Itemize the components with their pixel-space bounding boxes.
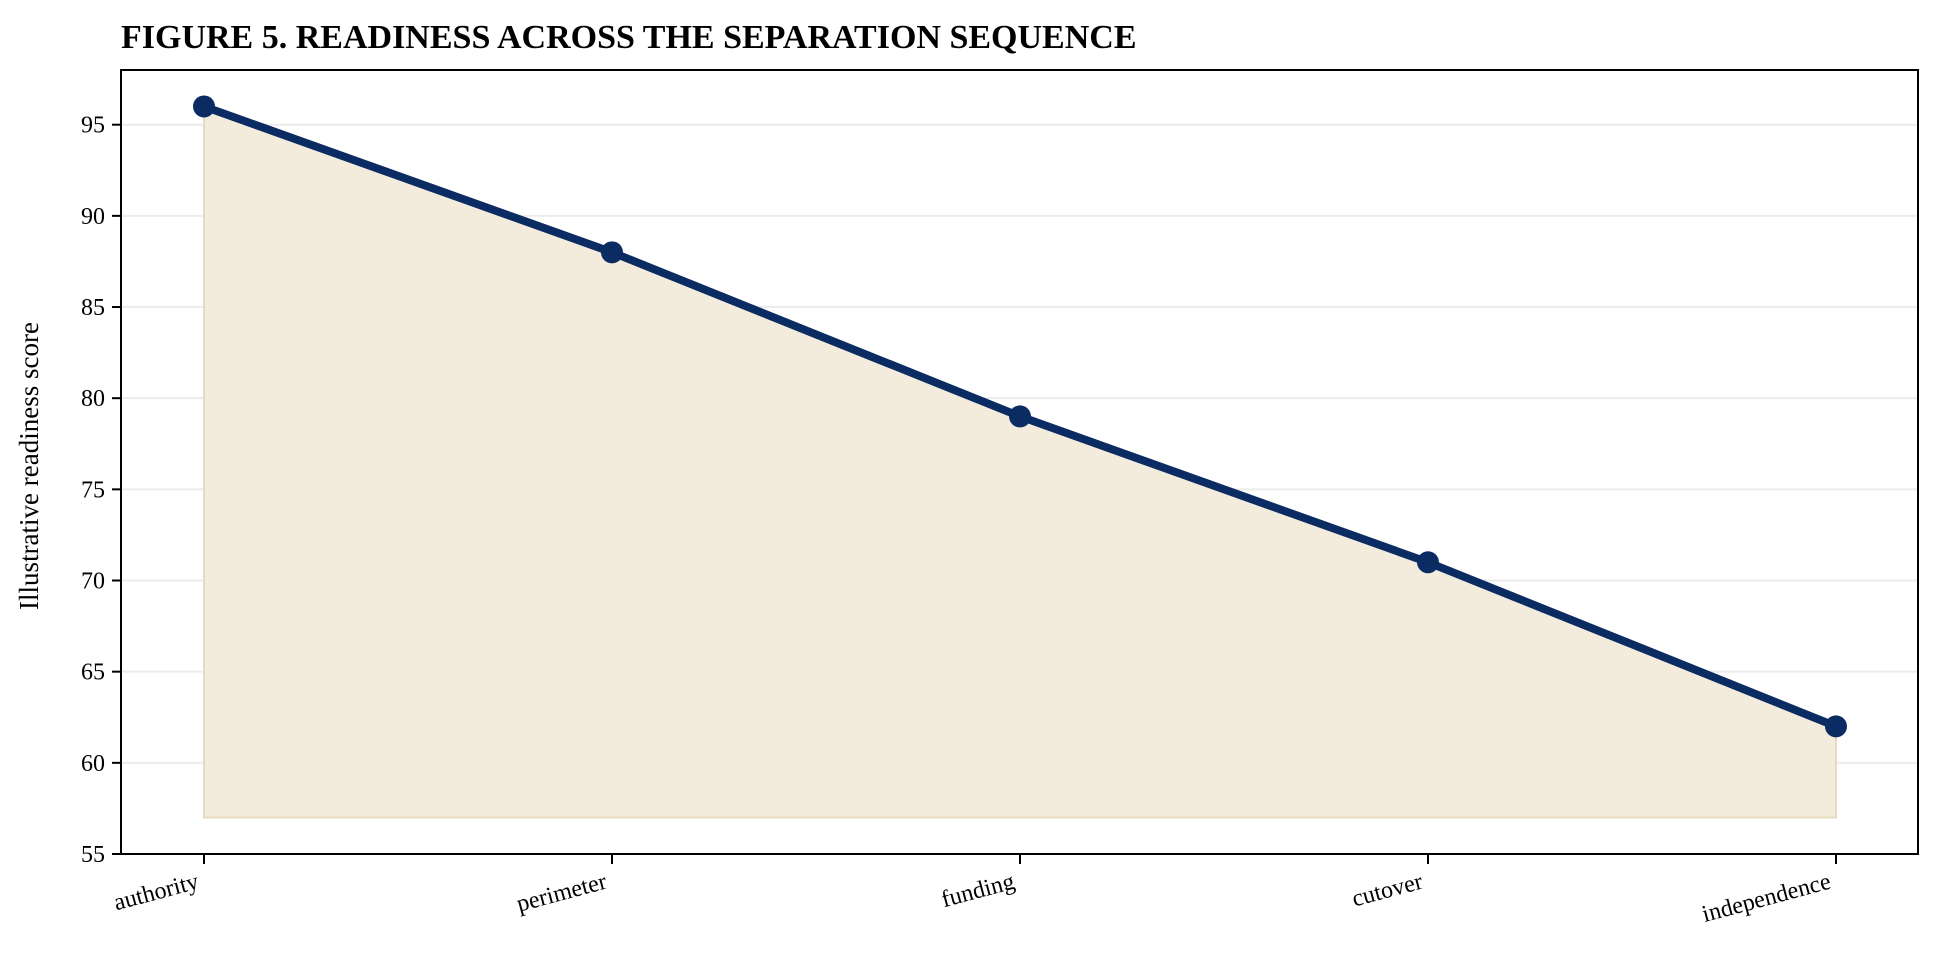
x-tick-label: cutover: [1349, 869, 1425, 913]
chart-title: FIGURE 5. READINESS ACROSS THE SEPARATIO…: [121, 19, 1137, 56]
area-fill-layer: [203, 105, 1837, 819]
y-tick-label: 90: [81, 204, 105, 230]
y-tick-label: 75: [81, 477, 105, 503]
area-fill: [203, 105, 1837, 819]
data-point: [601, 241, 623, 264]
y-tick-label: 70: [81, 569, 105, 595]
data-points: [193, 95, 1847, 738]
x-tick-label: perimeter: [514, 869, 610, 918]
data-point: [1417, 551, 1439, 574]
y-tick-label: 95: [81, 113, 105, 139]
y-axis-ticks: 55 60 65 70 75 80 85 90 95: [81, 113, 121, 868]
data-point: [1825, 715, 1847, 738]
y-tick-label: 55: [81, 842, 105, 868]
x-tick-label: funding: [939, 869, 1018, 913]
x-axis-ticks: authority perimeter funding cutover independ…: [111, 854, 1837, 928]
y-tick-label: 85: [81, 295, 105, 321]
y-axis-label: Illustrative readiness score: [14, 322, 44, 610]
data-point: [1009, 405, 1031, 428]
y-tick-label: 60: [81, 751, 105, 777]
x-tick-label: authority: [111, 869, 201, 917]
x-tick-label: independence: [1699, 869, 1833, 928]
y-tick-label: 65: [81, 660, 105, 686]
data-point: [193, 95, 215, 118]
y-tick-label: 80: [81, 386, 105, 412]
